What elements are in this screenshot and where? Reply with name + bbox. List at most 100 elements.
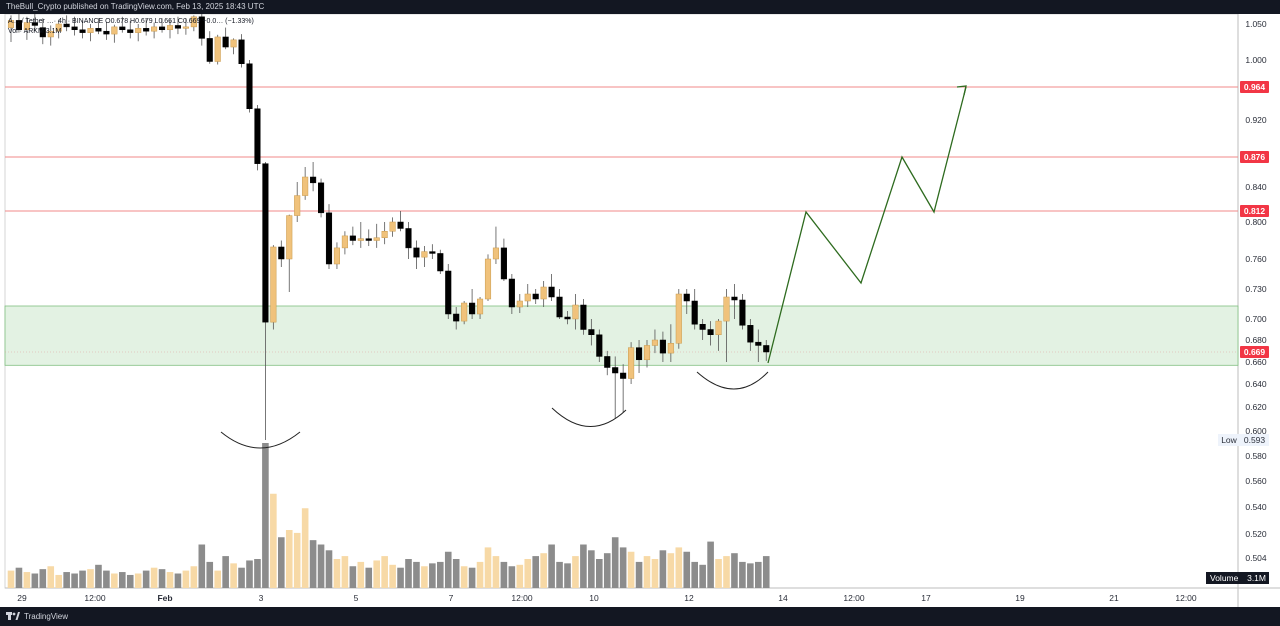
x-tick-label: 21 (1109, 593, 1119, 603)
candle (198, 16, 205, 39)
candle (63, 23, 70, 28)
volume-bar (309, 540, 317, 588)
y-tick-label: 1.050 (1245, 19, 1267, 29)
volume-bar (182, 570, 190, 588)
candle (71, 26, 78, 31)
candle (95, 28, 102, 32)
x-tick-label: Feb (157, 593, 172, 603)
candle (262, 163, 269, 323)
y-tick-label: 0.520 (1245, 529, 1267, 539)
volume-bar (134, 573, 142, 588)
candle (691, 300, 698, 325)
y-tick-label: 0.600 (1245, 426, 1267, 436)
candle (532, 293, 539, 300)
y-tick-label: 0.840 (1245, 182, 1267, 192)
volume-bar (540, 553, 547, 588)
x-tick-label: 10 (589, 593, 599, 603)
candle (349, 235, 356, 241)
volume-bar (349, 566, 357, 588)
candle (596, 334, 603, 357)
candle (477, 298, 484, 315)
candle (437, 253, 444, 272)
candle (723, 296, 730, 322)
candle (643, 345, 651, 361)
volume-bar (166, 572, 174, 588)
candle (500, 247, 507, 280)
candle (667, 343, 674, 354)
volume-bar (230, 563, 237, 588)
volume-bar (7, 570, 15, 588)
candle (659, 339, 666, 354)
volume-bar (747, 563, 754, 588)
candle (413, 247, 420, 258)
x-tick-label: 12:00 (1175, 593, 1197, 603)
volume-bar (468, 567, 476, 588)
volume-bar (341, 556, 349, 588)
volume-bar (532, 556, 539, 588)
pattern-arc-center (551, 407, 627, 427)
candle (15, 20, 22, 31)
volume-bar (460, 566, 468, 588)
candle (294, 195, 301, 216)
volume-bar (452, 559, 460, 588)
volume-bar (357, 561, 365, 588)
candle (604, 356, 611, 368)
candle (453, 313, 460, 322)
demand-zone (4, 305, 1239, 366)
volume-bar (206, 561, 214, 588)
candle (174, 25, 181, 29)
volume-bar (63, 572, 70, 588)
volume-bar (174, 573, 182, 588)
candle (763, 345, 770, 353)
volume-bar (651, 559, 659, 588)
candle (516, 300, 523, 308)
y-tick-label: 0.680 (1245, 335, 1267, 345)
candle (214, 36, 221, 62)
volume-bar (691, 561, 698, 588)
volume-bar (158, 569, 166, 588)
volume-bar (365, 567, 373, 588)
candle (707, 329, 714, 335)
volume-bar (15, 567, 23, 588)
price-chart[interactable]: 1.050 1.000 0.964 0.920 0.876 0.840 0.8120.800… (0, 14, 1280, 607)
candle (556, 296, 563, 318)
candle (302, 176, 309, 196)
symbol-ohlc-line: A… / Tether …· 4h · BINANCE O0.678 H0.67… (8, 18, 254, 25)
plot-frame (4, 14, 1239, 589)
volume-badge-label: Volume (1210, 573, 1239, 583)
volume-badge (1206, 572, 1269, 584)
candle (55, 23, 62, 32)
volume-bar (119, 572, 126, 588)
candle (190, 16, 197, 28)
tradingview-brand[interactable]: TradingView (6, 611, 68, 621)
volume-bar (301, 508, 309, 588)
price-badge-label: 0.669 (1244, 347, 1266, 357)
brand-text: TradingView (24, 611, 69, 621)
publisher-bar: TheBull_Crypto published on TradingView.… (0, 0, 1280, 14)
x-tick-label: 3 (259, 593, 264, 603)
volume-bar (675, 547, 683, 588)
volume-badge-value: 3.1M (1247, 573, 1266, 583)
candle (755, 341, 762, 346)
volume-bar (556, 561, 563, 588)
volume-bar (262, 443, 269, 588)
candle (747, 325, 754, 343)
y-tick-label: 0.660 (1245, 357, 1267, 367)
candle (341, 235, 348, 249)
volume-bar (381, 556, 388, 588)
candle (548, 286, 555, 298)
x-tick-label: 14 (778, 593, 788, 603)
candle (357, 238, 364, 241)
volume-bar (71, 573, 78, 588)
volume-bar (190, 566, 198, 588)
x-tick-label: 29 (17, 593, 27, 603)
candle (325, 212, 333, 265)
tradingview-logo-icon (6, 612, 20, 620)
candle (540, 286, 547, 300)
volume-bar (150, 567, 158, 588)
candle (270, 246, 277, 323)
volume-bar (635, 561, 643, 588)
volume-bar (429, 563, 436, 588)
candle (564, 316, 571, 320)
x-tick-label: 5 (354, 593, 359, 603)
